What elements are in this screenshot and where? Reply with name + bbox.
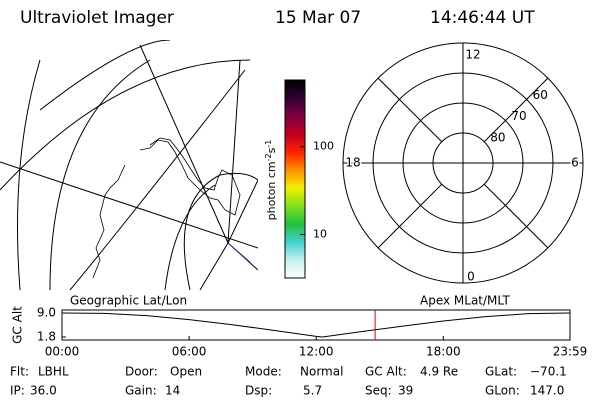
colorbar-tick-label: 100 bbox=[313, 140, 334, 153]
field-label: IP: bbox=[10, 384, 25, 398]
timeline-ylabel: GC Alt bbox=[11, 306, 25, 344]
y-tick-label: 1.8 bbox=[37, 330, 56, 344]
polar-angle-label: 18 bbox=[345, 156, 360, 170]
y-tick-label: 9.0 bbox=[37, 306, 56, 320]
lon-line bbox=[0, 161, 258, 249]
polar-spoke bbox=[483, 77, 549, 143]
lat-arc bbox=[183, 172, 258, 290]
field-label: GLon: bbox=[485, 384, 520, 398]
timeline-left-label: Geographic Lat/Lon bbox=[70, 294, 187, 308]
title: Ultraviolet Imager bbox=[20, 8, 174, 28]
colorbar bbox=[284, 79, 306, 279]
colorbar-label-part: -1 bbox=[264, 140, 273, 148]
timeline-frame bbox=[61, 309, 571, 341]
altitude-line bbox=[61, 312, 571, 338]
polar-ring-label: 80 bbox=[490, 130, 505, 144]
field-label: Seq: bbox=[365, 384, 392, 398]
field-label: GLat: bbox=[485, 365, 517, 379]
lat-arc bbox=[17, 59, 41, 290]
polar-spoke bbox=[377, 183, 443, 249]
lat-arc bbox=[0, 59, 251, 191]
colorbar-label: photon cm-2s-1 bbox=[264, 140, 279, 221]
field-value: 39 bbox=[398, 384, 413, 398]
date: 15 Mar 07 bbox=[275, 8, 361, 28]
lat-arc bbox=[39, 40, 171, 111]
colorbar-label-part: -2 bbox=[264, 153, 273, 161]
colorbar-label-part: photon cm bbox=[265, 161, 278, 220]
colorbar-label-part: s bbox=[265, 147, 278, 153]
field-label: GC Alt: bbox=[365, 365, 407, 379]
colorbar-tick-label: 10 bbox=[313, 228, 327, 241]
field-label: Gain: bbox=[125, 384, 157, 398]
x-tick-label: 06:00 bbox=[172, 345, 207, 359]
x-tick-label: 18:00 bbox=[426, 345, 461, 359]
field-label: Flt: bbox=[10, 365, 29, 379]
x-tick-label: 12:00 bbox=[299, 345, 334, 359]
track bbox=[227, 242, 251, 263]
field-label: Door: bbox=[125, 365, 158, 379]
lat-arc bbox=[49, 59, 151, 290]
time: 14:46:44 UT bbox=[430, 8, 535, 28]
field-label: Dsp: bbox=[245, 384, 272, 398]
polar-spoke bbox=[377, 77, 443, 143]
field-value: Normal bbox=[300, 365, 343, 379]
lon-line bbox=[227, 179, 258, 244]
field-value: 36.0 bbox=[30, 384, 57, 398]
x-tick-label: 00:00 bbox=[45, 345, 80, 359]
polar-ring-label: 60 bbox=[533, 88, 548, 102]
field-value: −70.1 bbox=[530, 365, 567, 379]
x-tick-label: 23:59 bbox=[553, 345, 588, 359]
polar-angle-label: 12 bbox=[465, 48, 480, 62]
lat-arc bbox=[164, 184, 216, 290]
lon-line bbox=[199, 242, 229, 290]
lon-line bbox=[227, 59, 241, 244]
lat-arc bbox=[69, 69, 246, 290]
field-value: 14 bbox=[165, 384, 180, 398]
field-label: Mode: bbox=[245, 365, 282, 379]
field-value: 4.9 Re bbox=[420, 365, 458, 379]
polar-ring-label: 70 bbox=[511, 109, 526, 123]
polar-spoke bbox=[483, 183, 549, 249]
field-value: 147.0 bbox=[530, 384, 564, 398]
timeline-right-label: Apex MLat/MLT bbox=[420, 294, 510, 308]
coastline bbox=[92, 137, 241, 279]
field-value: 5.7 bbox=[303, 384, 322, 398]
polar-angle-label: 6 bbox=[571, 156, 579, 170]
field-value: LBHL bbox=[38, 365, 69, 379]
lon-line bbox=[139, 44, 229, 244]
polar-angle-label: 0 bbox=[467, 270, 475, 284]
map bbox=[0, 40, 258, 290]
field-value: Open bbox=[170, 365, 202, 379]
